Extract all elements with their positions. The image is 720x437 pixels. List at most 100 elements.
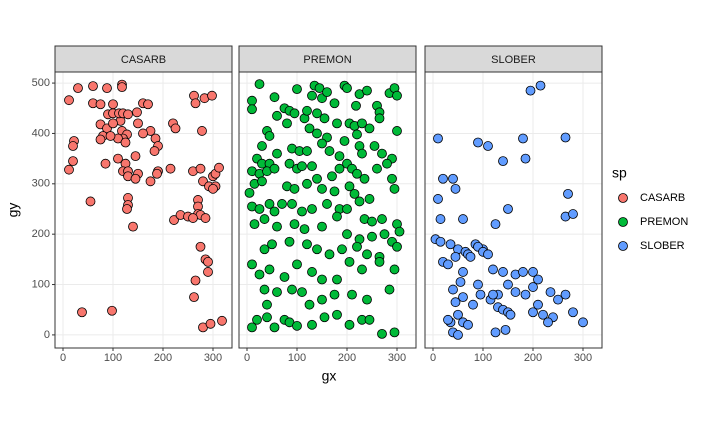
point xyxy=(473,137,483,148)
point xyxy=(473,279,483,290)
point xyxy=(334,151,345,162)
point xyxy=(490,327,501,338)
point xyxy=(463,319,473,330)
strip-label: SLOBER xyxy=(491,54,536,66)
point xyxy=(138,128,148,139)
strip-label: PREMON xyxy=(303,54,351,66)
point xyxy=(319,312,330,323)
point xyxy=(342,204,352,214)
point xyxy=(304,299,315,310)
point xyxy=(528,282,538,292)
y-tick-label: 100 xyxy=(32,278,50,290)
point xyxy=(324,146,335,156)
point xyxy=(384,284,395,295)
point xyxy=(498,156,508,167)
point xyxy=(264,199,275,209)
point xyxy=(337,244,347,255)
point xyxy=(342,229,352,240)
point xyxy=(362,249,372,260)
x-tick-label: 200 xyxy=(524,352,542,364)
point xyxy=(357,264,367,275)
panel-border xyxy=(238,71,417,349)
point xyxy=(217,315,227,326)
point xyxy=(389,327,400,338)
point xyxy=(389,264,400,275)
point xyxy=(372,163,382,174)
point xyxy=(247,104,257,115)
point xyxy=(389,183,400,194)
point xyxy=(443,259,453,270)
point xyxy=(299,224,310,235)
point xyxy=(190,98,201,109)
point xyxy=(329,289,340,300)
point xyxy=(272,148,282,159)
point xyxy=(394,226,405,237)
point xyxy=(392,126,402,136)
point xyxy=(264,131,275,141)
point xyxy=(367,216,377,227)
x-tick-label: 300 xyxy=(204,352,222,364)
point xyxy=(189,292,199,303)
point xyxy=(329,98,340,109)
point xyxy=(344,256,355,267)
point xyxy=(327,171,337,182)
point xyxy=(387,173,397,184)
point xyxy=(312,244,322,255)
x-tick-label: 200 xyxy=(338,352,356,364)
point xyxy=(259,214,270,224)
point xyxy=(312,128,322,139)
x-tick-label: 200 xyxy=(154,352,172,364)
point xyxy=(322,87,332,98)
point xyxy=(458,267,468,277)
point xyxy=(302,178,312,189)
point xyxy=(297,161,307,172)
point xyxy=(357,148,367,159)
point xyxy=(307,90,317,101)
legend-label: CASARB xyxy=(640,192,685,204)
point xyxy=(244,187,255,198)
point xyxy=(458,214,468,224)
point xyxy=(525,85,536,96)
point xyxy=(130,151,141,162)
point xyxy=(339,136,350,146)
point xyxy=(307,319,317,330)
point xyxy=(435,214,446,224)
point xyxy=(68,156,78,167)
point xyxy=(528,267,538,277)
point xyxy=(347,289,357,300)
point xyxy=(254,79,265,89)
point xyxy=(364,194,375,204)
x-tick-label: 100 xyxy=(104,352,122,364)
point xyxy=(130,173,141,184)
point xyxy=(264,264,275,275)
point xyxy=(465,251,476,262)
point xyxy=(334,163,345,174)
point xyxy=(578,317,588,328)
point xyxy=(553,294,563,305)
point xyxy=(364,314,375,325)
point xyxy=(122,204,132,214)
point xyxy=(292,259,302,270)
y-tick-label: 200 xyxy=(32,228,50,240)
point xyxy=(102,83,112,94)
point xyxy=(317,221,327,232)
point xyxy=(304,123,315,134)
point xyxy=(107,305,117,316)
point xyxy=(332,309,342,320)
point xyxy=(302,239,312,250)
point xyxy=(505,309,516,320)
point xyxy=(359,173,370,184)
point xyxy=(450,251,461,262)
point xyxy=(518,133,528,144)
point xyxy=(545,287,556,297)
y-tick-label: 500 xyxy=(32,77,50,89)
point xyxy=(77,307,87,318)
point xyxy=(279,272,290,282)
point xyxy=(132,107,142,118)
point xyxy=(128,221,138,232)
point xyxy=(252,314,262,325)
point xyxy=(374,256,385,267)
point xyxy=(287,199,297,209)
point xyxy=(433,133,443,144)
point xyxy=(152,168,162,179)
